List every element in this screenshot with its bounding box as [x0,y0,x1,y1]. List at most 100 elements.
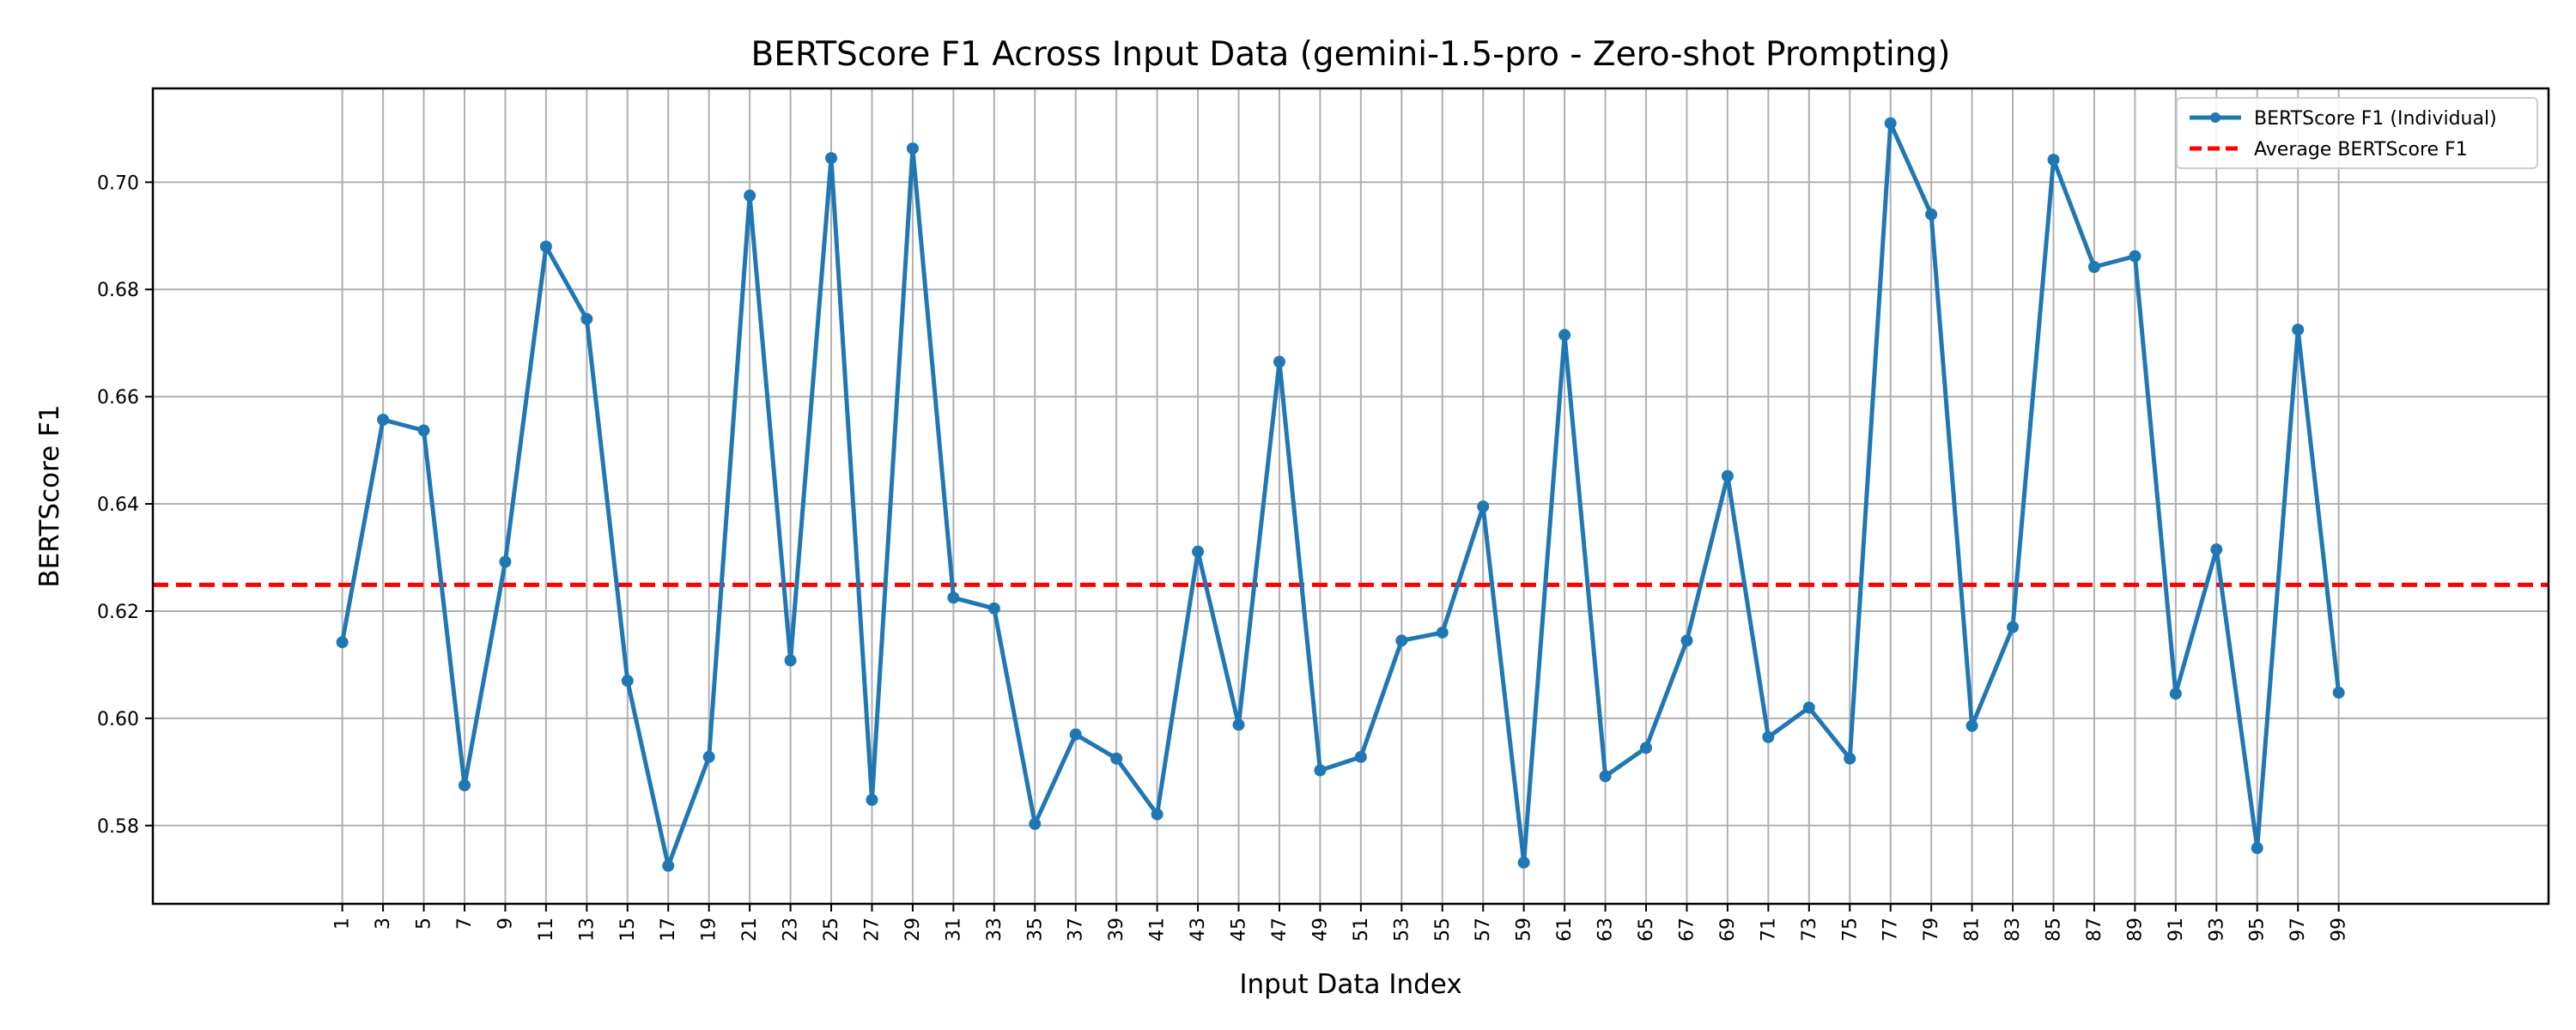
data-point [1844,752,1856,765]
x-tick-label: 83 [2002,918,2024,942]
data-point [784,654,797,667]
x-tick-label: 25 [821,918,842,942]
data-point [987,602,1000,615]
y-tick-label: 0.70 [97,173,139,194]
data-point [2251,842,2263,855]
y-tick-label: 0.62 [97,602,139,623]
data-point [1354,750,1367,763]
data-point [499,555,512,568]
x-tick-label: 31 [943,918,964,942]
data-point [1517,856,1530,869]
chart-title: BERTScore F1 Across Input Data (gemini-1… [751,35,1951,74]
x-tick-label: 45 [1229,918,1250,942]
x-tick-label: 5 [414,918,435,930]
data-point [866,793,878,806]
legend-label-average: Average BERTScore F1 [2254,139,2468,161]
legend: BERTScore F1 (Individual) Average BERTSc… [2176,97,2538,169]
data-point [1151,808,1163,821]
y-axis: 0.58 0.60 0.62 0.64 0.66 0.68 0.70 [97,173,153,838]
data-point [1273,355,1285,368]
data-point [336,636,349,649]
x-tick-label: 97 [2287,918,2309,942]
data-point [1232,718,1245,731]
x-tick-label: 73 [1799,918,1820,942]
data-point [2129,250,2142,263]
x-tick-label: 21 [739,918,761,942]
data-point [2169,688,2182,700]
x-tick-label: 65 [1636,918,1657,942]
data-point [1965,719,1978,732]
legend-label-individual: BERTScore F1 (Individual) [2254,108,2497,130]
data-point [1884,117,1897,130]
x-tick-label: 51 [1351,918,1372,942]
data-point [1029,817,1042,830]
data-point [1110,752,1123,765]
x-tick-label: 41 [1147,918,1169,942]
data-point [662,859,675,872]
data-point [580,312,593,325]
data-point [1925,208,1938,221]
x-tick-label: 47 [1269,918,1291,942]
data-point [417,424,430,437]
data-point [2332,686,2345,699]
data-point [906,142,919,154]
data-point [2007,621,2020,633]
data-point [1395,634,1408,647]
x-tick-label: 59 [1514,918,1535,942]
x-tick-label: 37 [1066,918,1087,942]
x-tick-label: 43 [1188,918,1209,942]
x-tick-label: 99 [2329,918,2350,942]
data-point [2210,543,2223,556]
x-tick-label: 55 [1432,918,1454,942]
data-point [1192,545,1205,558]
y-tick-label: 0.58 [97,816,139,838]
data-point [1558,329,1571,342]
data-point [2047,154,2060,167]
x-tick-label: 57 [1473,918,1494,942]
x-tick-label: 13 [576,918,598,942]
data-point [825,152,838,165]
y-axis-label: BERTScore F1 [34,404,65,587]
data-point [1069,728,1082,741]
data-point [744,189,756,202]
data-point [458,779,471,791]
x-tick-label: 63 [1595,918,1617,942]
x-tick-label: 79 [1921,918,1942,942]
x-tick-label: 71 [1758,918,1779,942]
y-tick-label: 0.66 [97,387,139,409]
data-point [1477,500,1490,513]
data-point [1680,634,1693,647]
x-tick-label: 53 [1391,918,1413,942]
x-tick-label: 15 [617,918,639,942]
x-tick-label: 1 [332,918,354,930]
data-point [947,591,960,604]
data-point [1640,742,1653,754]
x-tick-label: 93 [2206,918,2227,942]
x-tick-label: 95 [2247,918,2269,942]
x-tick-label: 87 [2084,918,2105,942]
x-tick-label: 9 [495,918,516,930]
y-tick-label: 0.60 [97,709,139,730]
x-tick-label: 39 [1106,918,1127,942]
x-tick-label: 61 [1554,918,1576,942]
x-tick-label: 27 [861,918,883,942]
x-tick-label: 3 [373,918,394,930]
x-tick-label: 11 [536,918,557,942]
x-tick-label: 85 [2043,918,2064,942]
legend-marker-individual [2210,112,2221,123]
x-tick-label: 69 [1717,918,1739,942]
x-tick-label: 49 [1309,918,1331,942]
data-point [2292,324,2305,336]
x-tick-label: 89 [2124,918,2146,942]
data-point [702,750,715,763]
data-point [539,240,552,253]
data-point [1314,764,1327,777]
x-tick-label: 17 [658,918,679,942]
series-line [340,121,2342,869]
x-tick-label: 67 [1676,918,1698,942]
data-point [1599,770,1612,783]
x-tick-label: 33 [984,918,1005,942]
x-tick-label: 29 [902,918,924,942]
x-tick-label: 35 [1024,918,1046,942]
